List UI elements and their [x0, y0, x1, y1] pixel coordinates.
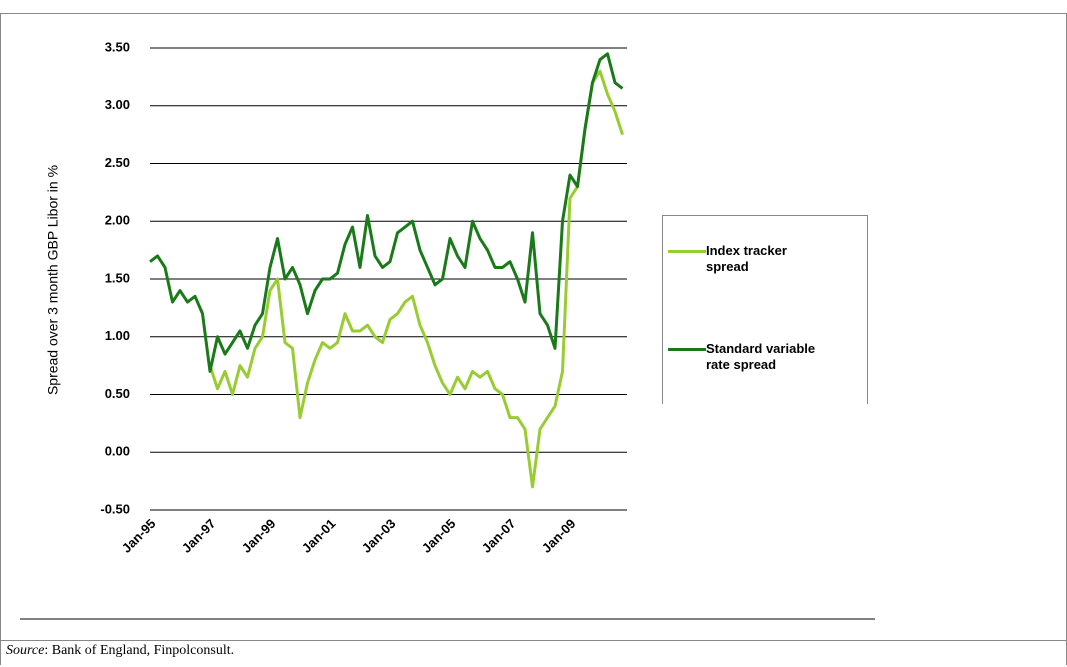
x-tick-label: Jan-95 [119, 516, 159, 556]
x-tick-label: Jan-09 [539, 516, 579, 556]
series-line [208, 69, 624, 489]
y-tick-label: 0.00 [105, 444, 130, 459]
x-tick-label: Jan-99 [239, 516, 279, 556]
legend-label: Index tracker spread [706, 243, 787, 274]
series-line [149, 52, 624, 373]
y-tick-label: 1.00 [105, 328, 130, 343]
legend-entry: Index tracker spread [668, 243, 826, 275]
y-tick-label: -0.50 [100, 501, 130, 516]
y-tick-label: 3.50 [105, 39, 130, 54]
source-label: Source [6, 643, 45, 658]
chart: Spread over 3 month GBP Libor in % -0.50… [20, 39, 875, 620]
source-note: Source: Bank of England, Finpolconsult. [6, 643, 234, 659]
x-tick-label: Jan-07 [479, 516, 519, 556]
y-tick-label: 1.50 [105, 270, 130, 285]
legend-swatch [668, 348, 706, 351]
legend: Index tracker spread Standard variable ra… [662, 215, 868, 404]
legend-swatch [668, 250, 706, 253]
legend-label: Standard variable rate spread [706, 341, 816, 372]
legend-entry: Standard variable rate spread [668, 341, 826, 373]
y-tick-label: 3.00 [105, 97, 130, 112]
y-tick-label: 2.50 [105, 155, 130, 170]
x-tick-label: Jan-03 [359, 516, 399, 556]
source-text: : Bank of England, Finpolconsult. [44, 643, 235, 658]
divider [0, 640, 1067, 641]
x-tick-label: Jan-01 [299, 516, 339, 556]
y-tick-label: 0.50 [105, 386, 130, 401]
x-tick-label: Jan-97 [179, 516, 219, 556]
y-tick-label: 2.00 [105, 213, 130, 228]
y-axis-title: Spread over 3 month GBP Libor in % [45, 165, 61, 395]
x-tick-label: Jan-05 [419, 516, 459, 556]
